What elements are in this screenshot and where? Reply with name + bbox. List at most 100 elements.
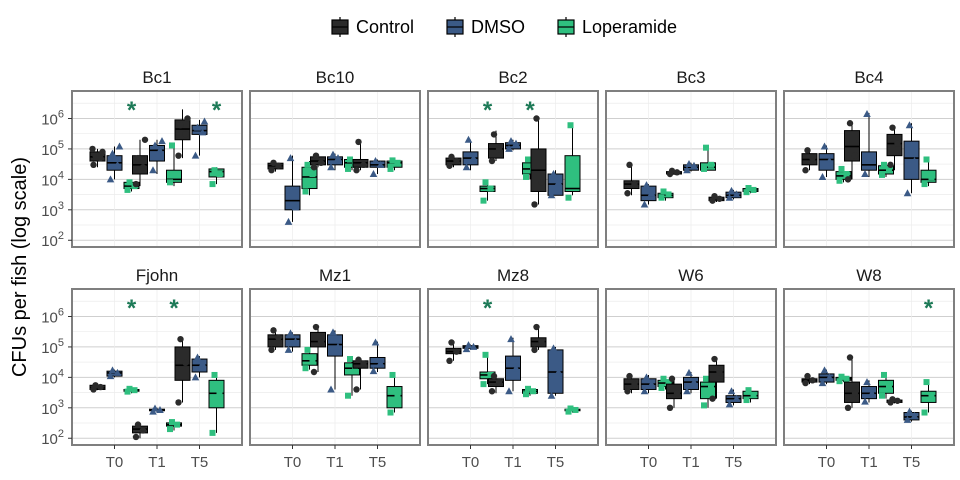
data-point (673, 169, 681, 176)
data-point (369, 367, 378, 375)
data-point (802, 167, 809, 174)
data-point (861, 170, 869, 178)
data-point (360, 360, 367, 367)
data-point (727, 186, 736, 194)
box-loperamide-t0 (657, 375, 674, 391)
data-point (284, 217, 293, 225)
data-point (482, 179, 489, 186)
data-point (490, 372, 498, 380)
data-point (732, 394, 741, 402)
data-point (889, 396, 896, 403)
data-point (886, 383, 892, 390)
legend-item-control: Control (331, 17, 414, 37)
data-point (334, 154, 342, 162)
data-point (345, 392, 351, 399)
data-point (174, 171, 180, 178)
data-point (631, 380, 638, 388)
box-body (301, 166, 318, 190)
data-point (910, 411, 919, 419)
box-dmso-t0 (462, 135, 479, 171)
box-dmso-t0 (818, 142, 835, 180)
box-dmso-t5 (547, 344, 564, 399)
data-point (134, 154, 142, 162)
data-point (131, 387, 138, 394)
panel-bc1: Bc1 * * 102 103 104 105 106 (41, 68, 243, 250)
box-control-t5 (886, 396, 903, 406)
box-control-t0 (623, 372, 640, 395)
data-point (881, 161, 887, 168)
data-point (175, 399, 182, 406)
x-tick-label: T0 (818, 454, 836, 471)
data-point (209, 181, 216, 188)
data-point (108, 149, 117, 157)
box-dmso-t5 (725, 186, 742, 201)
panel-border (783, 90, 955, 248)
data-point (889, 124, 896, 131)
data-point (151, 404, 159, 412)
panel-bc2: Bc2 * * (427, 68, 599, 248)
data-point (462, 163, 471, 171)
x-tick-label: T5 (369, 454, 387, 471)
data-point (376, 160, 385, 168)
data-point (844, 404, 852, 412)
data-point (851, 390, 859, 397)
box-control-t1 (488, 130, 504, 165)
data-point (177, 335, 184, 343)
data-point (193, 123, 202, 131)
data-point (446, 357, 453, 365)
box-loperamide-t0 (123, 385, 140, 395)
significance-star: * (483, 295, 493, 322)
data-point (820, 366, 829, 374)
data-point (716, 195, 723, 202)
data-point (284, 345, 293, 353)
data-point (523, 391, 529, 398)
y-tick-label: 106 (41, 306, 64, 326)
data-point (92, 152, 99, 159)
data-point (647, 380, 656, 388)
data-point (640, 200, 649, 208)
legend: Control DMSO Loperamide (331, 17, 677, 37)
data-point (347, 156, 353, 163)
data-point (683, 387, 691, 395)
data-point (270, 327, 277, 334)
x-tick-label: T1 (682, 454, 700, 471)
box-dmso-t1 (149, 137, 166, 175)
data-point (200, 117, 209, 125)
data-point (903, 189, 912, 197)
panel-title: Fjohn (136, 266, 179, 285)
data-point (198, 359, 207, 367)
data-point (750, 392, 757, 399)
data-point (685, 368, 693, 376)
data-point (482, 351, 489, 358)
data-point (626, 161, 633, 169)
data-point (843, 171, 850, 178)
panel-bc3: Bc3 (605, 68, 777, 248)
data-point (825, 157, 834, 165)
data-point (745, 185, 752, 192)
data-point (846, 354, 854, 361)
box-loperamide-t5 (564, 122, 581, 201)
data-point (216, 171, 223, 178)
data-point (371, 338, 380, 346)
x-tick-label: T5 (191, 454, 209, 471)
box-loperamide-t5 (920, 156, 937, 188)
significance-star: * (127, 97, 137, 124)
box-dmso-t5 (369, 338, 386, 375)
box-dmso-t0 (462, 341, 479, 353)
box-body (886, 133, 903, 157)
box-dmso-t1 (505, 335, 521, 395)
box-loperamide-t0 (479, 179, 496, 204)
box-control-t5 (530, 323, 547, 354)
data-point (480, 197, 487, 204)
significance-star: * (483, 97, 493, 124)
data-point (286, 154, 295, 162)
data-point (838, 373, 845, 380)
data-point (844, 176, 852, 183)
data-point (355, 138, 362, 146)
box-dmso-t0 (284, 329, 301, 353)
y-tick-label: 105 (41, 139, 64, 159)
box-control-t0 (445, 153, 462, 169)
y-tick-label: 106 (41, 108, 64, 128)
data-point (743, 189, 750, 196)
